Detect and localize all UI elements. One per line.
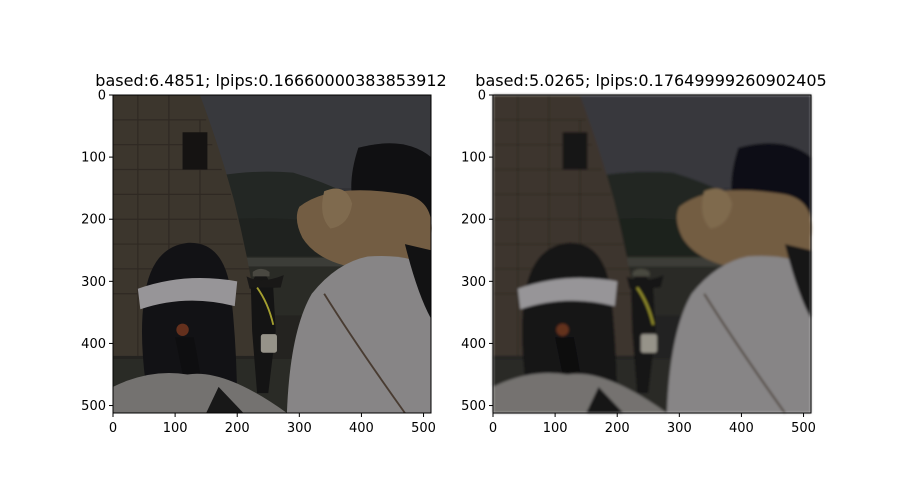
right-panel-title: based:5.0265; lpips:0.17649999260902405 bbox=[475, 71, 826, 90]
x-tick-label: 0 bbox=[489, 421, 497, 436]
y-tick-label: 100 bbox=[461, 151, 486, 166]
right-photo bbox=[492, 94, 813, 414]
x-tick-label: 200 bbox=[605, 421, 630, 436]
x-tick-label: 400 bbox=[729, 421, 754, 436]
x-tick-label: 300 bbox=[667, 421, 692, 436]
x-tick-label: 100 bbox=[543, 421, 568, 436]
y-tick-label: 400 bbox=[81, 337, 106, 352]
x-tick-label: 300 bbox=[287, 421, 312, 436]
y-tick-label: 0 bbox=[98, 89, 106, 104]
y-tick-label: 200 bbox=[461, 213, 486, 228]
left-photo bbox=[112, 94, 433, 414]
x-tick-label: 500 bbox=[411, 421, 436, 436]
y-tick-label: 500 bbox=[81, 399, 106, 414]
y-tick-label: 300 bbox=[461, 275, 486, 290]
left-image-panel: based:6.4851; lpips:0.16660000383853912 … bbox=[81, 71, 447, 436]
y-tick-label: 300 bbox=[81, 275, 106, 290]
x-tick-label: 200 bbox=[225, 421, 250, 436]
y-tick-label: 0 bbox=[478, 89, 486, 104]
y-tick-label: 400 bbox=[461, 337, 486, 352]
left-axes-frame bbox=[112, 94, 432, 414]
y-tick-label: 200 bbox=[81, 213, 106, 228]
right-image-panel: based:5.0265; lpips:0.17649999260902405 … bbox=[461, 71, 827, 436]
y-tick-label: 100 bbox=[81, 151, 106, 166]
x-tick-label: 500 bbox=[791, 421, 816, 436]
x-tick-label: 100 bbox=[163, 421, 188, 436]
y-tick-label: 500 bbox=[461, 399, 486, 414]
x-tick-label: 400 bbox=[349, 421, 374, 436]
right-axes-frame bbox=[492, 94, 812, 414]
x-tick-label: 0 bbox=[109, 421, 117, 436]
left-panel-title: based:6.4851; lpips:0.16660000383853912 bbox=[95, 71, 446, 90]
